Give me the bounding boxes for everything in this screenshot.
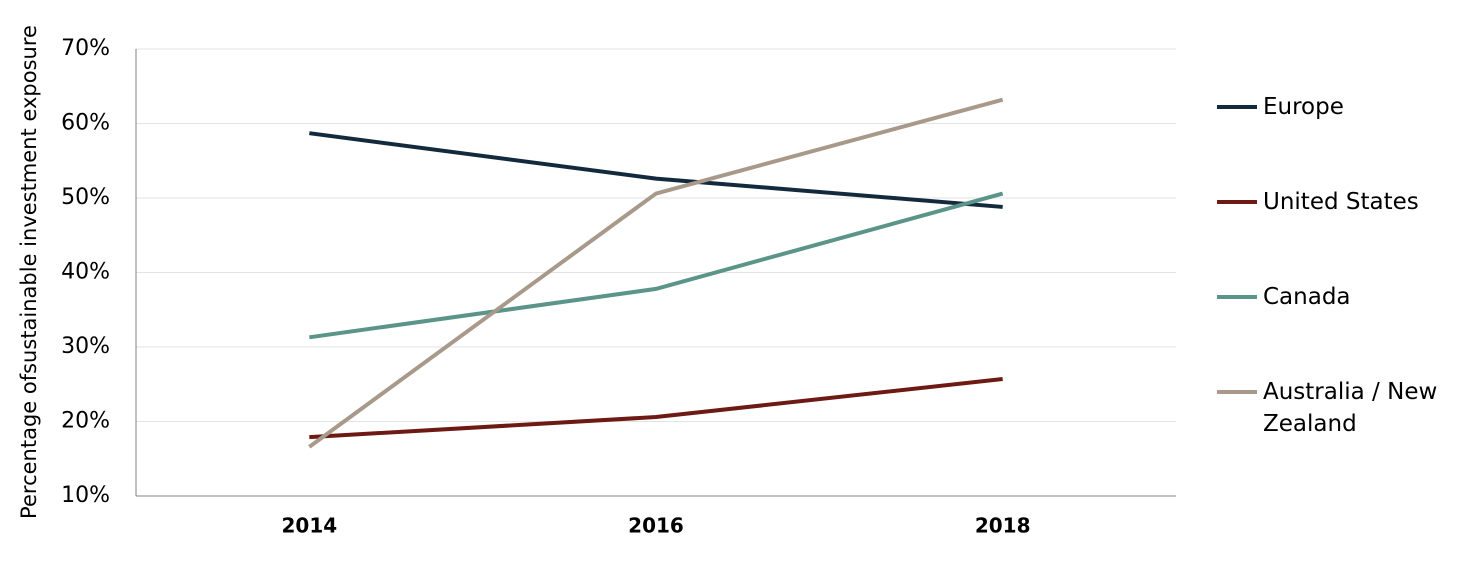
y-tick-label: 50% (61, 185, 110, 210)
legend-label: Australia / New Zealand (1263, 379, 1438, 437)
legend-swatch (1217, 390, 1257, 394)
x-tick-label: 2016 (628, 514, 684, 538)
legend-swatch (1217, 200, 1257, 204)
legend-label: United States (1263, 189, 1419, 215)
y-tick-label: 10% (61, 483, 110, 508)
line-series (309, 131, 1003, 209)
y-tick-label: 60% (61, 111, 110, 136)
y-tick-label: 40% (61, 260, 110, 285)
y-tick-label: 20% (61, 409, 110, 434)
x-tick-label: 2014 (281, 514, 337, 538)
x-tick-label: 2018 (975, 514, 1031, 538)
legend-item: Australia / New Zealand (1217, 376, 1457, 440)
legend-item: United States (1217, 186, 1457, 218)
legend-item: Europe (1217, 91, 1457, 123)
line-series (309, 191, 1004, 340)
y-axis-title: Percentage ofsustainable investment expo… (17, 25, 41, 519)
legend-swatch (1217, 105, 1257, 109)
line-series (308, 97, 1004, 449)
legend-label: Europe (1263, 94, 1344, 120)
legend-label: Canada (1263, 284, 1351, 310)
y-tick-label: 30% (61, 334, 110, 359)
legend-swatch (1217, 295, 1257, 299)
line-series (309, 377, 1003, 440)
legend-item: Canada (1217, 281, 1457, 313)
y-tick-label: 70% (61, 36, 110, 61)
